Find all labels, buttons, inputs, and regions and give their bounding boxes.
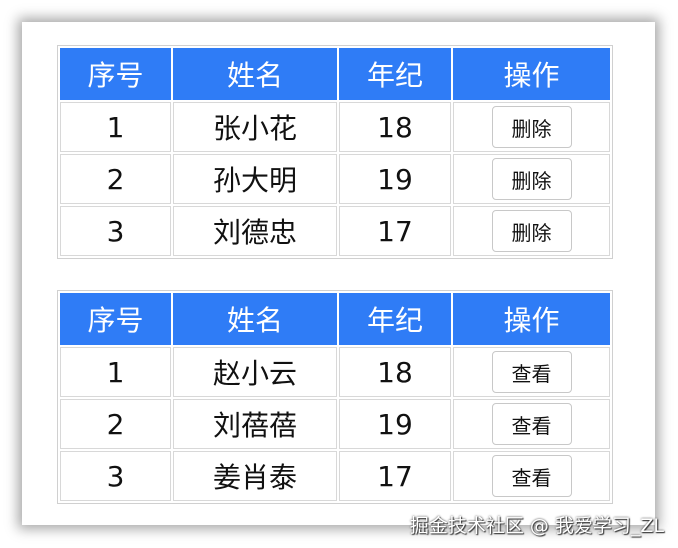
age-cell: 19 [339, 399, 451, 449]
view-button[interactable]: 查看 [491, 351, 572, 393]
table-row: 2 刘蓓蓓 19 查看 [60, 399, 610, 449]
index-cell: 2 [60, 399, 171, 449]
action-cell: 查看 [453, 399, 610, 449]
index-cell: 1 [60, 102, 171, 152]
column-header: 操作 [453, 293, 610, 345]
table-row: 2 孙大明 19 删除 [60, 154, 610, 204]
column-header: 姓名 [173, 293, 337, 345]
delete-button[interactable]: 删除 [491, 106, 572, 148]
index-cell: 1 [60, 347, 171, 397]
age-cell: 17 [339, 206, 451, 256]
action-cell: 查看 [453, 451, 610, 501]
action-cell: 删除 [453, 206, 610, 256]
header-row: 序号 姓名 年纪 操作 [60, 293, 610, 345]
name-cell: 刘德忠 [173, 206, 337, 256]
column-header: 年纪 [339, 48, 451, 100]
age-cell: 18 [339, 102, 451, 152]
student-table-view: 序号 姓名 年纪 操作 1 赵小云 18 查看 2 刘蓓蓓 19 查看 3 姜肖泰 1… [57, 290, 613, 504]
table-row: 3 姜肖泰 17 查看 [60, 451, 610, 501]
content-card: 序号 姓名 年纪 操作 1 张小花 18 删除 2 孙大明 19 删除 3 刘德忠 1… [22, 22, 655, 525]
action-cell: 删除 [453, 154, 610, 204]
action-cell: 删除 [453, 102, 610, 152]
view-button[interactable]: 查看 [491, 403, 572, 445]
column-header: 操作 [453, 48, 610, 100]
view-button[interactable]: 查看 [491, 455, 572, 497]
name-cell: 刘蓓蓓 [173, 399, 337, 449]
table-row: 1 赵小云 18 查看 [60, 347, 610, 397]
index-cell: 3 [60, 206, 171, 256]
delete-button[interactable]: 删除 [491, 158, 572, 200]
name-cell: 孙大明 [173, 154, 337, 204]
header-row: 序号 姓名 年纪 操作 [60, 48, 610, 100]
age-cell: 19 [339, 154, 451, 204]
name-cell: 张小花 [173, 102, 337, 152]
index-cell: 2 [60, 154, 171, 204]
column-header: 序号 [60, 293, 171, 345]
watermark: 掘金技术社区 @ 我爱学习_ZL [409, 515, 664, 537]
age-cell: 18 [339, 347, 451, 397]
column-header: 年纪 [339, 293, 451, 345]
table-row: 3 刘德忠 17 删除 [60, 206, 610, 256]
action-cell: 查看 [453, 347, 610, 397]
table-row: 1 张小花 18 删除 [60, 102, 610, 152]
name-cell: 赵小云 [173, 347, 337, 397]
age-cell: 17 [339, 451, 451, 501]
name-cell: 姜肖泰 [173, 451, 337, 501]
index-cell: 3 [60, 451, 171, 501]
column-header: 序号 [60, 48, 171, 100]
column-header: 姓名 [173, 48, 337, 100]
student-table-delete: 序号 姓名 年纪 操作 1 张小花 18 删除 2 孙大明 19 删除 3 刘德忠 1… [57, 45, 613, 259]
delete-button[interactable]: 删除 [491, 210, 572, 252]
